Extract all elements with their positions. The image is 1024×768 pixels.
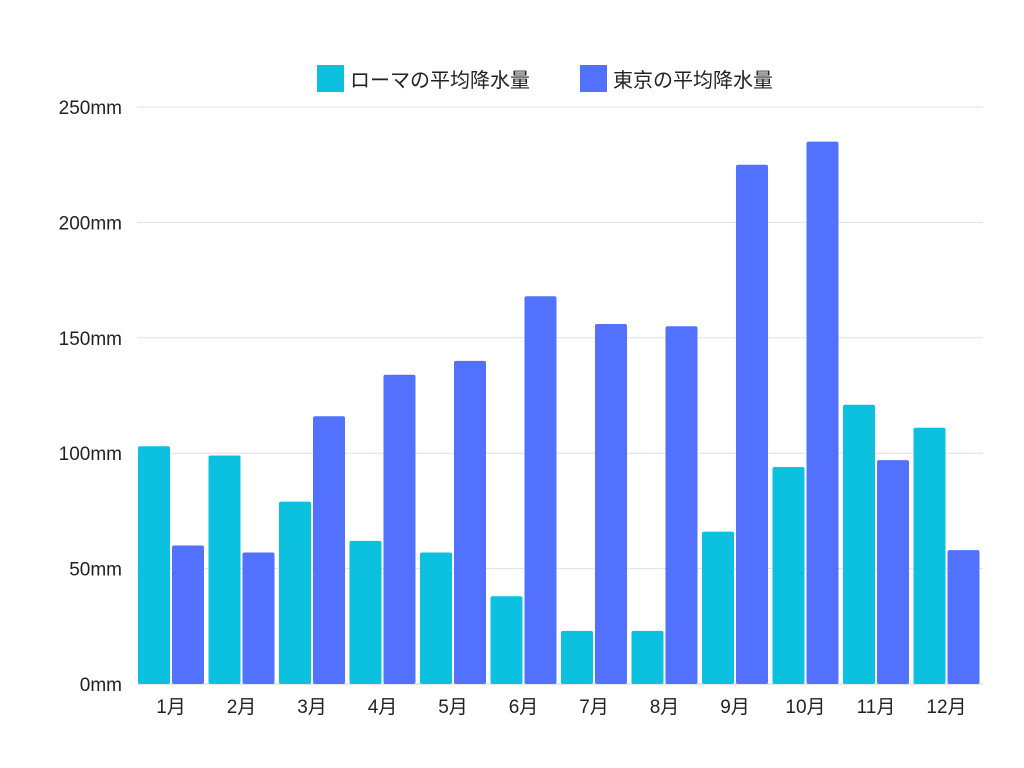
legend-swatch-tokyo (580, 65, 607, 92)
gridlines (137, 106, 983, 685)
bar-tokyo-1 (172, 545, 204, 684)
bar-rome-11 (843, 404, 875, 684)
bar-rome-6 (490, 596, 523, 684)
bar-rome-8 (631, 630, 664, 684)
x-tick-label: 10月 (785, 697, 825, 718)
bar-rome-7 (561, 630, 593, 684)
legend: ローマの平均降水量 東京の平均降水量 (317, 65, 773, 92)
x-tick-label: 3月 (297, 697, 327, 718)
y-tick-label: 0mm (80, 675, 122, 696)
y-tick-label: 100mm (59, 444, 122, 465)
bar-tokyo-3 (313, 416, 345, 684)
bar-tokyo-9 (736, 164, 768, 684)
bar-rome-12 (913, 427, 946, 684)
x-tick-label: 4月 (368, 697, 398, 718)
y-tick-label: 50mm (69, 560, 122, 581)
x-tick-label: 7月 (579, 697, 609, 718)
legend-label-tokyo: 東京の平均降水量 (613, 68, 773, 92)
bar-rome-4 (349, 540, 382, 684)
x-tick-label: 11月 (857, 697, 896, 718)
y-tick-label: 200mm (59, 213, 122, 234)
bars (138, 141, 980, 684)
bar-tokyo-4 (383, 374, 416, 684)
bar-tokyo-7 (595, 323, 627, 684)
y-axis: 0mm 50mm 100mm 150mm 200mm 250mm (59, 98, 122, 696)
y-tick-label: 150mm (59, 329, 122, 350)
bar-rome-5 (420, 552, 452, 684)
x-tick-label: 12月 (926, 697, 966, 718)
legend-label-rome: ローマの平均降水量 (350, 68, 530, 92)
bar-rome-9 (702, 531, 734, 684)
bar-tokyo-10 (806, 141, 839, 684)
bar-rome-1 (138, 446, 170, 684)
bar-tokyo-5 (454, 360, 486, 684)
x-tick-label: 5月 (438, 697, 468, 718)
bar-tokyo-2 (242, 552, 275, 684)
bar-rome-10 (772, 467, 805, 684)
y-tick-label: 250mm (59, 98, 122, 119)
x-tick-label: 9月 (720, 697, 750, 718)
bar-tokyo-11 (877, 460, 909, 684)
x-tick-label: 2月 (227, 697, 257, 718)
x-tick-label: 8月 (650, 697, 680, 718)
x-axis: 1月 2月 3月 4月 5月 6月 7月 8月 9月 10月 11月 12月 (156, 697, 966, 718)
bar-tokyo-8 (665, 326, 698, 684)
bar-rome-2 (208, 455, 241, 684)
legend-swatch-rome (317, 65, 344, 92)
x-tick-label: 6月 (509, 697, 539, 718)
bar-rome-3 (279, 501, 311, 684)
bar-tokyo-12 (947, 550, 980, 684)
bar-tokyo-6 (524, 296, 557, 684)
x-tick-label: 1月 (156, 697, 186, 718)
